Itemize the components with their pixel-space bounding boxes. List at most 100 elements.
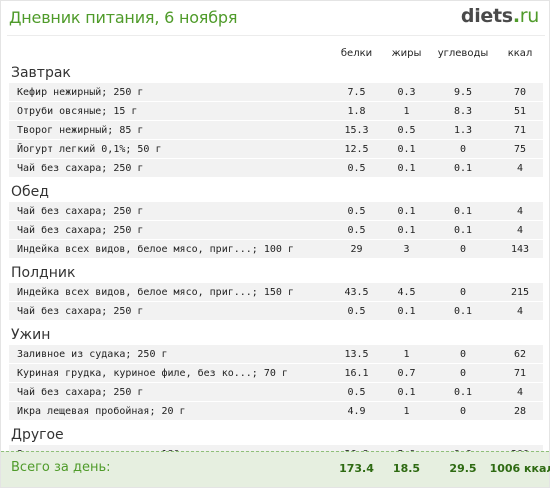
- total-fat: 18.5: [392, 462, 421, 475]
- page-title: Дневник питания, 6 ноября: [9, 8, 238, 27]
- carbs-value: 0: [429, 364, 497, 382]
- food-row[interactable]: Индейка всех видов, белое мясо, приг...;…: [9, 239, 543, 258]
- food-name: Чай без сахара; 250 г: [9, 202, 329, 220]
- food-row[interactable]: Куриная грудка, куриное филе, без ко...;…: [9, 363, 543, 382]
- protein-value: 15.3: [329, 121, 384, 139]
- fat-value: 0.7: [384, 364, 429, 382]
- section-gap: [9, 320, 543, 327]
- meal-title: Другое: [11, 427, 64, 443]
- carbs-value: 0.1: [429, 302, 497, 320]
- fat-value: 1: [384, 102, 429, 120]
- logo-main: diets: [460, 5, 513, 27]
- col-kcal: ккал: [507, 48, 533, 59]
- kcal-value: 4: [497, 202, 543, 220]
- protein-value: 29: [329, 240, 384, 258]
- food-row[interactable]: Чай без сахара; 250 г 0.5 0.1 0.1 4: [9, 301, 543, 320]
- carbs-value: 0.1: [429, 159, 497, 177]
- diets-logo[interactable]: diets.ru: [461, 5, 539, 27]
- food-name: Йогурт легкий 0,1%; 50 г: [9, 140, 329, 158]
- carbs-value: 8.3: [429, 102, 497, 120]
- section-gap: [9, 420, 543, 427]
- food-row[interactable]: Чай без сахара; 250 г 0.5 0.1 0.1 4: [9, 201, 543, 220]
- food-name: Чай без сахара; 250 г: [9, 383, 329, 401]
- daily-total-bar: Всего за день: 173.4 18.5 29.5 1006 ккал: [1, 451, 550, 487]
- logo-dot: .: [512, 5, 520, 27]
- total-label: Всего за день:: [11, 460, 111, 475]
- col-fat: жиры: [391, 48, 422, 59]
- kcal-value: 143: [497, 240, 543, 258]
- food-row[interactable]: Творог нежирный; 85 г 15.3 0.5 1.3 71: [9, 120, 543, 139]
- food-name: Чай без сахара; 250 г: [9, 159, 329, 177]
- fat-value: 4.5: [384, 283, 429, 301]
- fat-value: 0.1: [384, 159, 429, 177]
- header: Дневник питания, 6 ноября diets.ru: [1, 1, 550, 41]
- protein-value: 0.5: [329, 159, 384, 177]
- food-row[interactable]: Икра лещевая пробойная; 20 г 4.9 1 0 28: [9, 401, 543, 420]
- meal-title: Обед: [11, 184, 49, 200]
- fat-value: 3: [384, 240, 429, 258]
- carbs-value: 0: [429, 402, 497, 420]
- food-name: Чай без сахара; 250 г: [9, 302, 329, 320]
- carbs-value: 0: [429, 140, 497, 158]
- kcal-value: 215: [497, 283, 543, 301]
- total-protein: 173.4: [339, 462, 374, 475]
- meal-section: Полдник Индейка всех видов, белое мясо, п…: [9, 265, 543, 327]
- section-gap: [9, 258, 543, 265]
- kcal-value: 62: [497, 345, 543, 363]
- food-name: Чай без сахара; 250 г: [9, 221, 329, 239]
- food-name: Кефир нежирный; 250 г: [9, 83, 329, 101]
- protein-value: 4.9: [329, 402, 384, 420]
- kcal-value: 4: [497, 221, 543, 239]
- carbs-value: 0: [429, 283, 497, 301]
- meal-title: Полдник: [11, 265, 76, 281]
- carbs-value: 0.1: [429, 383, 497, 401]
- kcal-value: 51: [497, 102, 543, 120]
- food-row[interactable]: Чай без сахара; 250 г 0.5 0.1 0.1 4: [9, 382, 543, 401]
- protein-value: 0.5: [329, 383, 384, 401]
- kcal-value: 28: [497, 402, 543, 420]
- meals-list: Завтрак Кефир нежирный; 250 г 7.5 0.3 9.5 70 О…: [9, 65, 543, 463]
- meal-title: Ужин: [11, 327, 51, 343]
- protein-value: 1.8: [329, 102, 384, 120]
- fat-value: 0.1: [384, 302, 429, 320]
- protein-value: 0.5: [329, 221, 384, 239]
- food-row[interactable]: Йогурт легкий 0,1%; 50 г 12.5 0.1 0 75: [9, 139, 543, 158]
- protein-value: 0.5: [329, 302, 384, 320]
- header-divider: [7, 35, 545, 36]
- food-row[interactable]: Индейка всех видов, белое мясо, приг...;…: [9, 282, 543, 301]
- fat-value: 0.1: [384, 140, 429, 158]
- fat-value: 0.5: [384, 121, 429, 139]
- total-kcal: 1006 ккал: [489, 462, 550, 475]
- food-name: Индейка всех видов, белое мясо, приг...;…: [9, 283, 329, 301]
- protein-value: 7.5: [329, 83, 384, 101]
- food-row[interactable]: Чай без сахара; 250 г 0.5 0.1 0.1 4: [9, 158, 543, 177]
- food-name: Отруби овсяные; 15 г: [9, 102, 329, 120]
- kcal-value: 75: [497, 140, 543, 158]
- logo-tld: ru: [519, 5, 540, 27]
- section-gap: [9, 177, 543, 184]
- food-row[interactable]: Чай без сахара; 250 г 0.5 0.1 0.1 4: [9, 220, 543, 239]
- kcal-value: 70: [497, 83, 543, 101]
- carbs-value: 9.5: [429, 83, 497, 101]
- food-row[interactable]: Заливное из судака; 250 г 13.5 1 0 62: [9, 344, 543, 363]
- carbs-value: 0: [429, 345, 497, 363]
- total-carbs: 29.5: [449, 462, 477, 475]
- food-row[interactable]: Отруби овсяные; 15 г 1.8 1 8.3 51: [9, 101, 543, 120]
- kcal-value: 4: [497, 383, 543, 401]
- food-name: Икра лещевая пробойная; 20 г: [9, 402, 329, 420]
- kcal-value: 71: [497, 121, 543, 139]
- nutrition-table: белки жиры углеводы ккал Завтрак Кефир не…: [9, 47, 543, 463]
- food-row[interactable]: Кефир нежирный; 250 г 7.5 0.3 9.5 70: [9, 82, 543, 101]
- carbs-value: 0: [429, 240, 497, 258]
- food-name: Заливное из судака; 250 г: [9, 345, 329, 363]
- meal-section: Ужин Заливное из судака; 250 г 13.5 1 0 62 Кур…: [9, 327, 543, 427]
- food-name: Творог нежирный; 85 г: [9, 121, 329, 139]
- protein-value: 12.5: [329, 140, 384, 158]
- kcal-value: 71: [497, 364, 543, 382]
- meal-section: Завтрак Кефир нежирный; 250 г 7.5 0.3 9.5 70 О…: [9, 65, 543, 184]
- kcal-value: 4: [497, 159, 543, 177]
- food-name: Куриная грудка, куриное филе, без ко...;…: [9, 364, 329, 382]
- fat-value: 0.1: [384, 221, 429, 239]
- col-protein: белки: [340, 48, 373, 59]
